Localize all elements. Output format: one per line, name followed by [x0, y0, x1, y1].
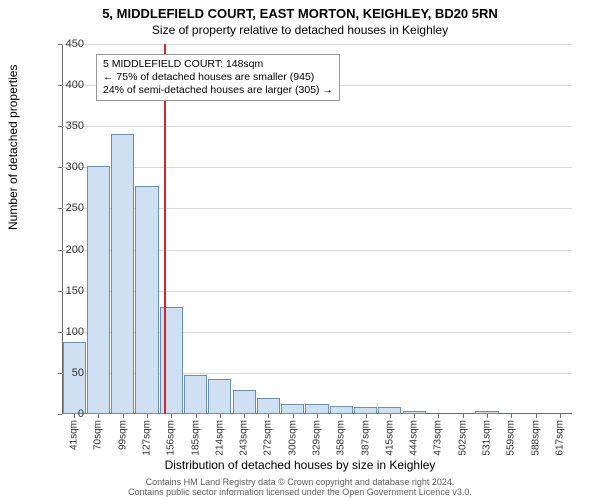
- xtick-label: 329sqm: [312, 420, 323, 456]
- xtick-mark: [414, 414, 415, 418]
- grid-line: [62, 44, 572, 45]
- xtick-mark: [341, 414, 342, 418]
- xtick-mark: [438, 414, 439, 418]
- attribution-line: Contains public sector information licen…: [0, 488, 600, 498]
- grid-line: [62, 126, 572, 127]
- ytick-label: 150: [44, 285, 84, 297]
- chart-plot-area: 5 MIDDLEFIELD COURT: 148sqm← 75% of deta…: [62, 44, 572, 414]
- xtick-mark: [147, 414, 148, 418]
- ytick-label: 450: [44, 38, 84, 50]
- xtick-mark: [293, 414, 294, 418]
- xtick-label: 387sqm: [360, 420, 371, 456]
- chart-title-block: 5, MIDDLEFIELD COURT, EAST MORTON, KEIGH…: [0, 0, 600, 37]
- xtick-label: 214sqm: [214, 420, 225, 456]
- xtick-label: 358sqm: [336, 420, 347, 456]
- annotation-line: 5 MIDDLEFIELD COURT: 148sqm: [103, 58, 333, 71]
- chart-title-main: 5, MIDDLEFIELD COURT, EAST MORTON, KEIGH…: [0, 6, 600, 21]
- ytick-label: 250: [44, 202, 84, 214]
- y-axis-label: Number of detached properties: [6, 65, 20, 230]
- histogram-bar: [233, 390, 256, 414]
- histogram-bar: [305, 404, 328, 414]
- plot-region: 5 MIDDLEFIELD COURT: 148sqm← 75% of deta…: [62, 44, 572, 414]
- xtick-mark: [268, 414, 269, 418]
- xtick-label: 617sqm: [554, 420, 565, 456]
- xtick-mark: [560, 414, 561, 418]
- ytick-label: 400: [44, 79, 84, 91]
- xtick-label: 559sqm: [506, 420, 517, 456]
- x-axis-label: Distribution of detached houses by size …: [0, 458, 600, 472]
- chart-title-sub: Size of property relative to detached ho…: [0, 23, 600, 37]
- xtick-label: 473sqm: [433, 420, 444, 456]
- xtick-label: 531sqm: [482, 420, 493, 456]
- xtick-label: 156sqm: [166, 420, 177, 456]
- histogram-bar: [111, 134, 134, 414]
- xtick-mark: [123, 414, 124, 418]
- xtick-label: 300sqm: [287, 420, 298, 456]
- ytick-label: 0: [44, 408, 84, 420]
- xtick-mark: [366, 414, 367, 418]
- ytick-label: 300: [44, 161, 84, 173]
- ytick-label: 200: [44, 244, 84, 256]
- xtick-label: 70sqm: [93, 420, 104, 450]
- xtick-mark: [171, 414, 172, 418]
- xtick-mark: [98, 414, 99, 418]
- xtick-mark: [317, 414, 318, 418]
- xtick-label: 444sqm: [409, 420, 420, 456]
- annotation-line: ← 75% of detached houses are smaller (94…: [103, 71, 333, 84]
- xtick-mark: [487, 414, 488, 418]
- xtick-label: 272sqm: [263, 420, 274, 456]
- annotation-box: 5 MIDDLEFIELD COURT: 148sqm← 75% of deta…: [96, 54, 340, 101]
- xtick-mark: [536, 414, 537, 418]
- ytick-label: 50: [44, 367, 84, 379]
- xtick-label: 41sqm: [69, 420, 80, 450]
- annotation-line: 24% of semi-detached houses are larger (…: [103, 84, 333, 97]
- xtick-label: 502sqm: [457, 420, 468, 456]
- xtick-label: 243sqm: [239, 420, 250, 456]
- xtick-mark: [196, 414, 197, 418]
- xtick-label: 588sqm: [530, 420, 541, 456]
- ytick-label: 350: [44, 120, 84, 132]
- xtick-mark: [244, 414, 245, 418]
- ytick-label: 100: [44, 326, 84, 338]
- xtick-label: 99sqm: [117, 420, 128, 450]
- histogram-bar: [330, 406, 353, 414]
- histogram-bar: [208, 379, 231, 414]
- xtick-label: 185sqm: [190, 420, 201, 456]
- histogram-bar: [87, 166, 110, 414]
- histogram-bar: [257, 398, 280, 414]
- xtick-mark: [390, 414, 391, 418]
- grid-line: [62, 167, 572, 168]
- xtick-mark: [463, 414, 464, 418]
- histogram-bar: [281, 404, 304, 414]
- histogram-bar: [135, 186, 158, 414]
- xtick-mark: [511, 414, 512, 418]
- xtick-mark: [220, 414, 221, 418]
- xtick-label: 415sqm: [384, 420, 395, 456]
- histogram-bar: [184, 375, 207, 414]
- attribution-text: Contains HM Land Registry data © Crown c…: [0, 478, 600, 498]
- xtick-label: 127sqm: [142, 420, 153, 456]
